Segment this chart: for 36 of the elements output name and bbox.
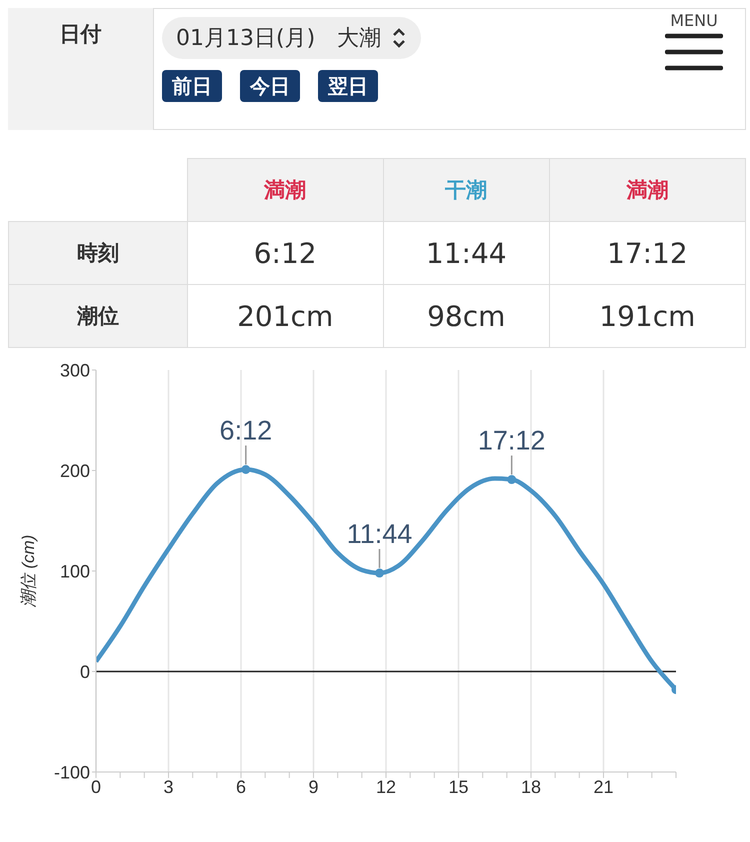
text: 満潮 [549, 158, 746, 222]
x-tick-label: 6 [236, 776, 246, 797]
annotation: 17:12 [478, 426, 546, 456]
x-tick-label: 21 [593, 776, 614, 797]
y-tick-label: 200 [60, 460, 90, 481]
x-tick-label: 18 [520, 776, 542, 797]
text: 98cm [383, 284, 550, 348]
y-axis-title: 潮位 (cm) [19, 534, 38, 608]
text: 今日 [240, 70, 300, 102]
text: 191cm [549, 284, 746, 348]
text: 潮位 [8, 284, 187, 348]
point [241, 464, 250, 474]
text: 時刻 [8, 222, 187, 284]
text: 前日 [162, 70, 222, 102]
text: 満潮 [187, 158, 384, 222]
text: 11:44 [383, 222, 550, 284]
y-tick-label: 300 [60, 360, 90, 380]
text: 201cm [187, 284, 384, 348]
annotation: 11:44 [346, 519, 412, 550]
text: 干潮 [383, 158, 550, 222]
text: 翌日 [318, 70, 378, 102]
y-tick-label: -100 [54, 762, 90, 782]
point [507, 475, 516, 484]
text: 6:12 [187, 222, 384, 284]
text: 日付 [8, 8, 153, 130]
y-tick-label: 0 [80, 662, 90, 682]
x-tick-label: 3 [163, 776, 174, 797]
x-tick-label: 12 [376, 776, 396, 797]
text: MENU [669, 11, 719, 30]
text: 17:12 [549, 222, 746, 284]
text: 01月13日(月) 大潮 [176, 25, 382, 53]
point [374, 568, 384, 578]
annotation: 6:12 [220, 415, 272, 446]
y-tick-label: 100 [60, 561, 90, 582]
x-tick-label: 15 [448, 776, 469, 797]
x-tick-label: 9 [308, 776, 319, 797]
